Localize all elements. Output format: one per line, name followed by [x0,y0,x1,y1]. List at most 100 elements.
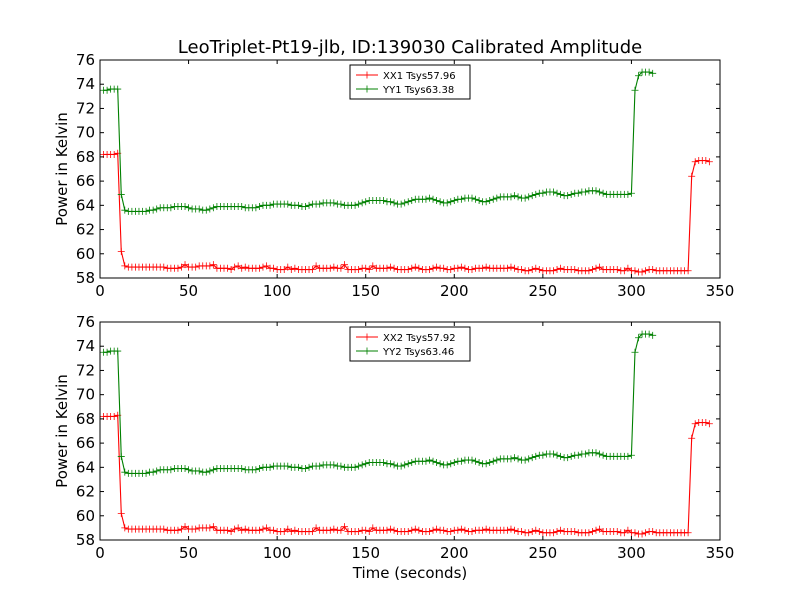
data-point [390,264,398,272]
data-point [472,457,480,465]
data-point [284,200,292,208]
data-point [688,434,696,442]
plot-frame-1 [99,59,721,279]
data-point [649,528,657,536]
data-point [153,205,161,213]
data-point [440,264,448,272]
data-point [266,201,274,209]
data-point [117,247,125,255]
data-point [624,452,632,460]
legend-label: YY2 Tsys63.46 [382,347,454,358]
data-point [340,523,348,531]
data-point [355,200,363,208]
data-point [702,419,710,427]
data-point [596,525,604,533]
x-tick-label: 350 [706,282,735,300]
data-point [627,189,635,197]
legend-label: XX1 Tsys57.96 [383,71,456,82]
data-point [287,266,295,274]
data-point [401,461,409,469]
data-point [511,454,519,462]
data-point [557,190,565,198]
data-point [284,525,292,533]
data-point [411,263,419,271]
data-point [365,266,373,274]
data-point [581,450,589,458]
data-point [482,460,490,468]
y-tick-label: 76 [76,51,95,69]
data-point [280,528,288,536]
data-point [450,196,458,204]
data-point [337,200,345,208]
data-point [117,509,125,517]
data-point [592,526,600,534]
data-point [468,194,476,202]
data-point [114,85,122,93]
series-markers-2-2 [100,331,657,477]
legend-label: XX2 Tsys57.92 [383,333,456,344]
data-point [631,529,639,537]
data-point [301,203,309,211]
data-point [511,192,519,200]
data-point [429,195,437,203]
y-tick-label: 70 [76,386,95,404]
legend-marker [363,85,371,93]
data-point [326,264,334,272]
data-point [284,263,292,271]
data-point [468,528,476,536]
data-point [266,463,274,471]
data-point [408,264,416,272]
chart-title: LeoTriplet-Pt19-jlb, ID:139030 Calibrate… [178,37,642,58]
data-point [174,526,182,534]
data-point [535,528,543,536]
y-tick-label: 58 [76,269,95,287]
data-point [422,457,430,465]
data-point [691,420,699,428]
data-point [181,261,189,269]
data-point [263,262,271,270]
series-markers-1-1 [100,149,713,276]
data-point [475,458,483,466]
data-point [684,267,692,275]
data-point [447,198,455,206]
data-point [518,528,526,536]
data-point [472,195,480,203]
data-point [337,526,345,534]
data-point [362,460,370,468]
data-point [117,452,125,460]
data-point [202,468,210,476]
x-tick-label: 200 [440,544,469,562]
data-point [705,158,713,166]
data-point [121,262,129,270]
data-point [567,452,575,460]
x-tick-label: 250 [529,544,558,562]
data-point [263,524,271,532]
y-tick-label: 62 [76,221,95,239]
data-point [642,529,650,537]
data-point [153,467,161,475]
data-point [436,198,444,206]
data-point [620,267,628,275]
data-point [443,461,451,469]
data-point [305,463,313,471]
data-point [553,189,561,197]
data-point [525,455,533,463]
data-point [705,420,713,428]
data-point [688,172,696,180]
y-tick-label: 74 [76,337,95,355]
legend-marker [363,333,371,341]
data-point [592,449,600,457]
data-point [588,266,596,274]
data-point [532,264,540,272]
series-markers-1-2 [100,69,657,215]
x-tick-label: 300 [617,282,646,300]
data-point [521,194,529,202]
y-tick-label: 74 [76,75,95,93]
x-axis-title: Time (seconds) [352,564,468,582]
data-point [549,267,557,275]
data-point [404,266,412,274]
data-point [493,194,501,202]
data-point [564,454,572,462]
data-point [181,523,189,531]
data-point [383,526,391,534]
